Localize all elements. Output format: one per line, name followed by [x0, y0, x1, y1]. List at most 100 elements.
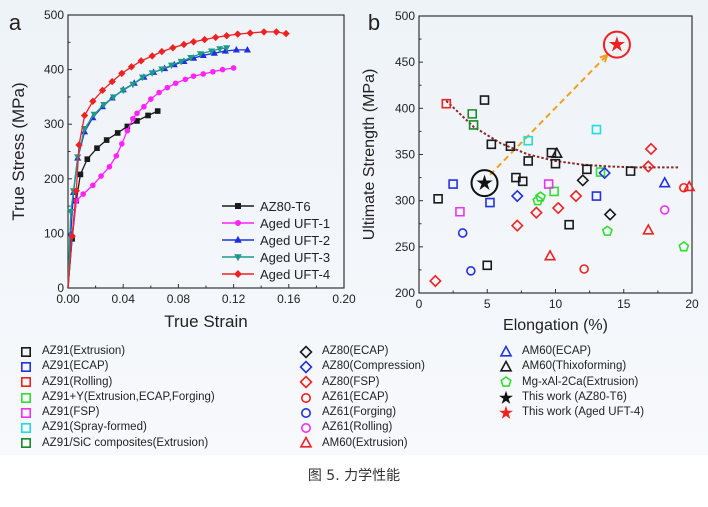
- legend-symbol-square: [21, 392, 31, 403]
- data-point: [549, 186, 559, 197]
- y-tick-label: 500: [44, 8, 64, 22]
- data-point: [219, 66, 226, 73]
- data-point: [659, 205, 670, 215]
- y-tick-label: 400: [44, 63, 64, 77]
- data-point: [137, 57, 145, 65]
- data-point: [510, 219, 524, 232]
- legend-label: AZ61(ECAP): [322, 390, 389, 403]
- data-point: [482, 260, 493, 271]
- series-az91-fsp-: [455, 179, 554, 217]
- series-az80-t6: [67, 108, 161, 289]
- data-point: [94, 145, 100, 152]
- data-point: [80, 111, 89, 120]
- legend-a: AZ80-T6 Aged UFT-1 Aged UFT-2 Aged UFT-3 Age…: [222, 199, 330, 282]
- legend-column-3: AM60(ECAP) AM60(Thixoforming) Mg-xAl-2Ca(E…: [498, 344, 644, 420]
- data-point: [591, 191, 602, 201]
- legend-symbol-triangle: [499, 359, 513, 372]
- legend-item: AZ61(Forging): [298, 405, 425, 420]
- data-point: [148, 96, 154, 102]
- legend-label: AZ80(ECAP): [322, 345, 389, 357]
- data-point: [272, 28, 281, 36]
- data-point: [625, 166, 636, 176]
- data-point: [67, 209, 75, 216]
- legend-marker: [21, 392, 31, 403]
- legend-item: AZ91(Spray-formed): [18, 420, 215, 435]
- legend-label: Aged UFT-1: [260, 216, 330, 231]
- data-point: [223, 32, 231, 40]
- data-point: [433, 194, 443, 204]
- legend-label: AM60(Extrusion): [322, 436, 408, 449]
- legend-item: AZ91(ECAP): [18, 359, 215, 374]
- legend-item: AM60(Thixoforming): [498, 359, 644, 374]
- data-point: [551, 201, 565, 215]
- legend-item: AZ91/SiC composites(Extrusion): [18, 436, 215, 451]
- data-point: [479, 95, 490, 105]
- legend-item: AZ80(Compression): [298, 359, 425, 374]
- data-point: [138, 74, 147, 82]
- legend-marker: [234, 270, 242, 278]
- data-point: [130, 115, 136, 122]
- data-point: [569, 189, 583, 203]
- data-point: [582, 164, 592, 175]
- data-point: [532, 194, 544, 206]
- data-point: [169, 44, 177, 52]
- legend-label: AZ91(ECAP): [42, 360, 109, 373]
- data-point: [246, 29, 254, 37]
- legend-marker: [234, 254, 242, 262]
- y-tick-label: 300: [44, 117, 64, 131]
- legend-label: AZ91(Spray-formed): [42, 421, 147, 434]
- data-point: [211, 33, 220, 42]
- data-point: [455, 206, 465, 217]
- legend-marker: [499, 390, 513, 404]
- y-tick-label: 350: [395, 148, 415, 162]
- y-tick-label: 300: [395, 194, 415, 208]
- series-this-work-aged-uft-4-: [602, 30, 631, 59]
- data-point: [641, 160, 655, 173]
- data-point: [127, 63, 136, 71]
- data-point: [158, 66, 166, 74]
- data-point: [81, 126, 89, 133]
- series-this-work-az80-t6-: [470, 169, 499, 198]
- data-point: [505, 141, 516, 151]
- legend-marker: [301, 392, 311, 403]
- data-point: [595, 167, 606, 177]
- highlight-circle: [470, 169, 499, 198]
- legend-label: AZ80(FSP): [322, 375, 380, 388]
- legend-marker: [234, 235, 242, 243]
- data-point: [534, 191, 546, 202]
- series-az80-fsp-: [429, 142, 658, 288]
- legend-symbol-diamond: [299, 375, 313, 389]
- legend-label: Aged UFT-2: [260, 233, 330, 248]
- series-am60-thixoforming-: [550, 146, 564, 158]
- legend-symbol-star: [499, 390, 513, 404]
- legend-label: Mg-xAl-2Ca(Extrusion): [522, 375, 639, 388]
- series-az61-forging-: [457, 228, 476, 276]
- y-tick-label: 450: [395, 55, 415, 69]
- data-point: [523, 156, 533, 166]
- data-point: [98, 86, 107, 95]
- data-point: [210, 49, 218, 56]
- y-axis-label: True Stress (MPa): [9, 82, 28, 220]
- legend-item: Mg-xAl-2Ca(Extrusion): [498, 375, 644, 390]
- data-point: [200, 71, 207, 77]
- legend-marker: [299, 375, 313, 389]
- figure: 0.00 0.04 0.08 0.12 0.16 0.20 0 100 200 300 400 500…: [0, 0, 708, 455]
- legend-symbol-circle: [301, 392, 311, 403]
- x-tick-label: 0: [416, 297, 423, 311]
- data-point: [243, 45, 251, 53]
- series-aged-uft-4: [67, 28, 290, 289]
- legend-label: AZ91(Extrusion): [42, 345, 126, 357]
- data-point: [511, 172, 521, 183]
- x-tick-label: 0.16: [277, 292, 301, 306]
- series-line: [67, 49, 248, 289]
- legend-symbol-pentagon: [500, 376, 512, 388]
- data-point: [100, 101, 108, 109]
- legend-label: Aged UFT-4: [260, 267, 330, 282]
- improvement-arrow-head: [599, 53, 609, 63]
- legend-marker: [299, 360, 313, 374]
- legend-marker: [299, 345, 313, 359]
- data-point: [141, 103, 147, 110]
- legend-item: AZ80(ECAP): [298, 344, 425, 359]
- data-point: [148, 70, 156, 77]
- legend-marker: [21, 438, 31, 449]
